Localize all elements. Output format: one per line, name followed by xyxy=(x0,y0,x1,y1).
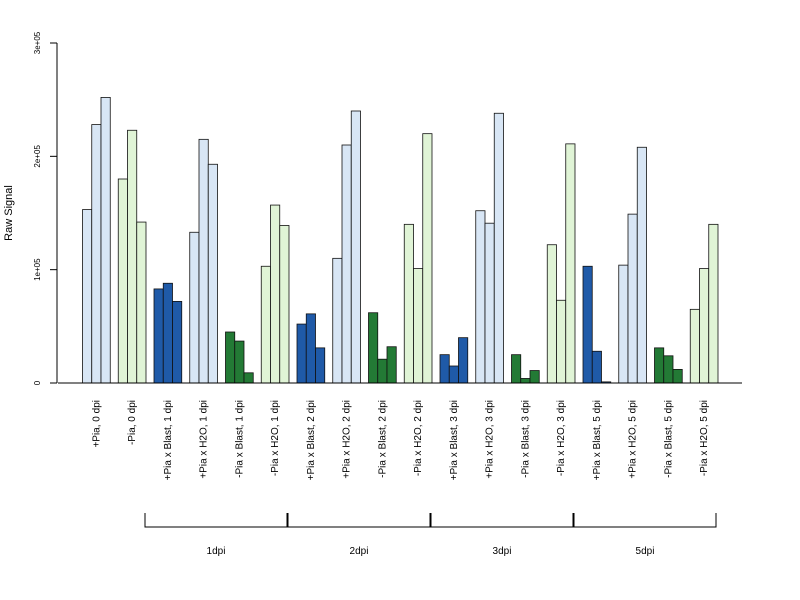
bar xyxy=(422,133,433,384)
x-tick-label: -Pia x H2O, 2 dpi xyxy=(413,400,424,476)
y-tick-label: 2e+05 xyxy=(33,145,42,168)
bar xyxy=(386,346,397,384)
bracket-label: 2dpi xyxy=(350,546,369,557)
bracket-line xyxy=(144,513,288,528)
bar xyxy=(591,350,602,384)
x-axis-labels: +Pia, 0 dpi -Pia, 0 dpi +Pia x Blast, 1 dp… xyxy=(91,400,710,480)
x-tick-label: +Pia x Blast, 3 dpi xyxy=(449,400,460,480)
x-tick-label: -Pia x H2O, 5 dpi xyxy=(699,400,710,476)
bar xyxy=(627,213,638,384)
bar xyxy=(162,282,173,384)
bar xyxy=(82,209,93,384)
x-tick-label: -Pia x Blast, 3 dpi xyxy=(520,400,531,478)
bar xyxy=(198,138,209,384)
bar xyxy=(332,257,343,384)
bracket-line xyxy=(430,513,574,528)
bar xyxy=(100,97,111,384)
bar xyxy=(305,313,316,384)
x-tick-label: -Pia x H2O, 1 dpi xyxy=(270,400,281,476)
bar xyxy=(475,210,486,384)
x-tick-label: -Pia x Blast, 2 dpi xyxy=(377,400,388,478)
x-tick-label: +Pia x H2O, 1 dpi xyxy=(199,400,210,479)
bar xyxy=(556,299,567,384)
bar xyxy=(546,244,557,384)
bar xyxy=(341,144,352,384)
bar xyxy=(439,354,450,384)
bar xyxy=(582,265,593,384)
bar xyxy=(260,265,271,384)
bar xyxy=(520,378,531,384)
bar xyxy=(618,264,629,384)
bar xyxy=(529,370,540,384)
bar xyxy=(708,223,719,384)
y-axis: 0 1e+05 2e+05 3e+05 xyxy=(33,31,58,385)
x-tick-label: -Pia x Blast, 5 dpi xyxy=(663,400,674,478)
bar xyxy=(511,354,522,384)
bar xyxy=(136,221,147,384)
x-tick-label: +Pia x Blast, 2 dpi xyxy=(306,400,317,480)
x-tick-label: +Pia x Blast, 1 dpi xyxy=(163,400,174,480)
bar xyxy=(127,129,138,384)
bar xyxy=(153,288,164,384)
x-tick-label: +Pia x H2O, 5 dpi xyxy=(628,400,639,479)
bar xyxy=(403,223,414,384)
bar xyxy=(350,110,361,384)
bar xyxy=(636,146,647,384)
bars xyxy=(82,97,719,384)
bracket-label: 1dpi xyxy=(207,546,226,557)
bar xyxy=(315,347,326,384)
bar xyxy=(243,372,254,384)
x-tick-label: -Pia, 0 dpi xyxy=(127,400,138,445)
bracket-line xyxy=(573,513,717,528)
dpi-brackets: 1dpi 2dpi 3dpi 5dpi xyxy=(144,513,717,557)
bar xyxy=(484,222,495,384)
y-tick-label: 0 xyxy=(33,380,42,385)
bar xyxy=(672,368,683,384)
x-tick-label: +Pia x H2O, 3 dpi xyxy=(485,400,496,479)
bar xyxy=(117,178,128,384)
bar xyxy=(189,231,200,384)
y-tick-label: 1e+05 xyxy=(33,258,42,281)
y-axis-label: Raw Signal xyxy=(3,185,15,241)
y-tick-label: 3e+05 xyxy=(33,31,42,54)
bar xyxy=(689,308,700,384)
bracket-label: 3dpi xyxy=(493,546,512,557)
bar xyxy=(493,112,504,384)
x-tick-label: -Pia x Blast, 1 dpi xyxy=(234,400,245,478)
bar xyxy=(368,312,379,384)
bar xyxy=(279,225,290,384)
bar xyxy=(225,331,236,384)
bar xyxy=(413,268,424,384)
bar xyxy=(699,268,710,384)
x-tick-label: -Pia x H2O, 3 dpi xyxy=(556,400,567,476)
bar xyxy=(207,163,218,384)
bar xyxy=(448,365,459,384)
bar xyxy=(458,337,469,384)
x-tick-label: +Pia x H2O, 2 dpi xyxy=(342,400,353,479)
bracket-line xyxy=(287,513,431,528)
x-tick-label: +Pia, 0 dpi xyxy=(91,400,102,448)
bar xyxy=(270,204,281,384)
bar xyxy=(172,300,183,384)
bracket-label: 5dpi xyxy=(636,546,655,557)
bar xyxy=(663,355,674,384)
bar xyxy=(377,358,388,384)
bar xyxy=(565,143,576,384)
bar xyxy=(91,124,102,384)
x-tick-label: +Pia x Blast, 5 dpi xyxy=(592,400,603,480)
bar xyxy=(234,340,245,384)
bar xyxy=(296,323,307,384)
bar xyxy=(654,347,665,384)
